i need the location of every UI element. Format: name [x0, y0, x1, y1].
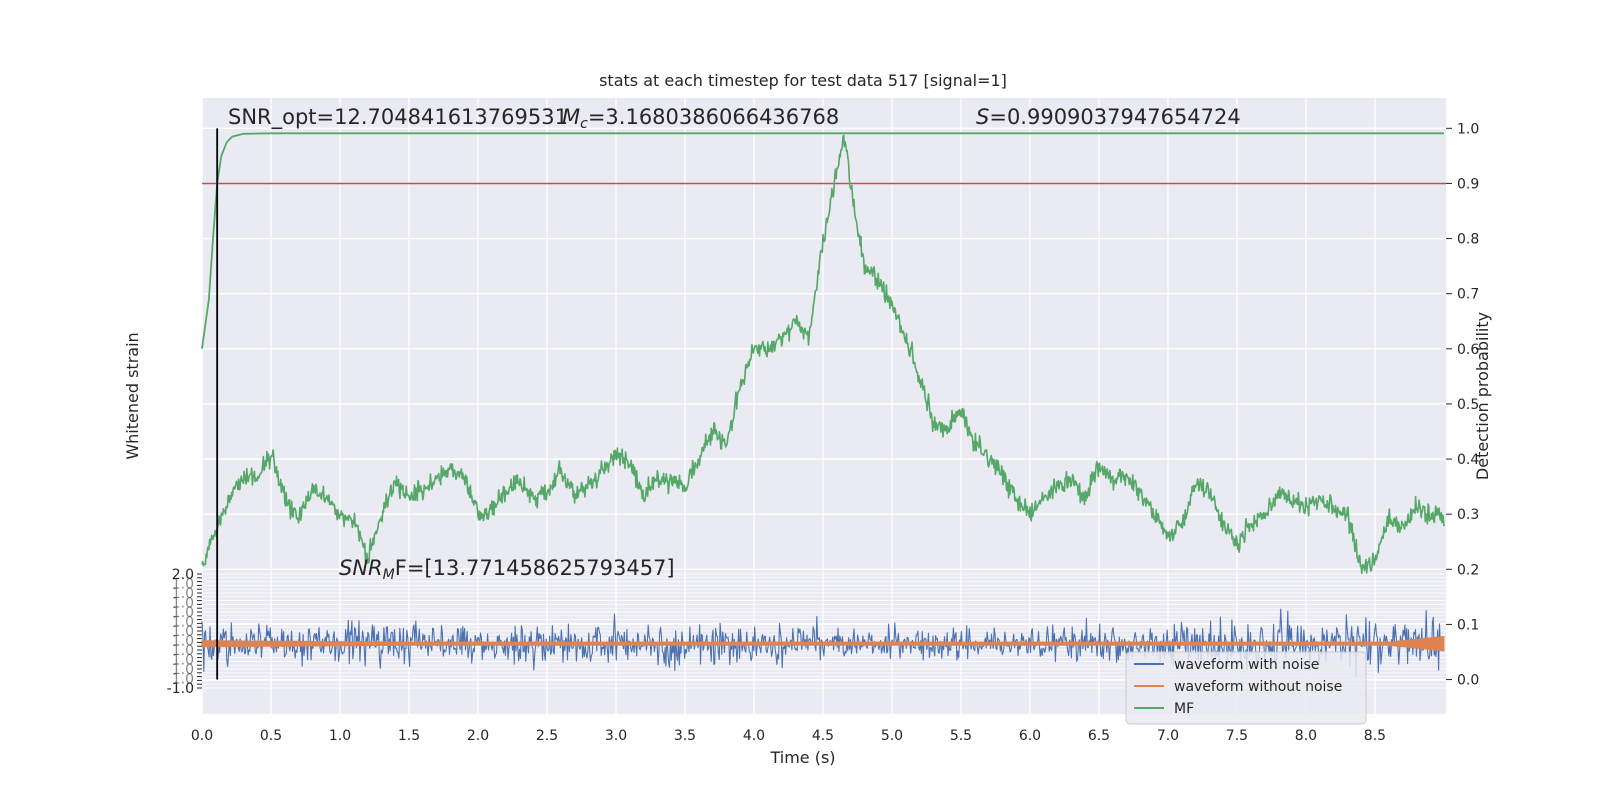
chart-title: stats at each timestep for test data 517… — [599, 71, 1007, 90]
legend-box — [1125, 651, 1367, 725]
x-tick-label: 1.5 — [398, 728, 420, 744]
y-left-tick-label-overlap: 1.0 — [172, 672, 194, 688]
y-left-tick-label: 2.0 — [172, 567, 194, 583]
x-tick-label: 2.5 — [536, 728, 558, 744]
snr-mf-annotation: SNRMF=[13.771458625793457] — [339, 556, 675, 583]
y-left-tick-label-overlap: 1.0 — [172, 577, 194, 593]
y-right-tick-label: 0.6 — [1457, 342, 1479, 358]
y-left-tick-label-overlap: 1.0 — [172, 643, 194, 659]
chirp-mass-symbol: M — [562, 105, 580, 129]
legend-label-waveform-without-noise: waveform without noise — [1174, 679, 1342, 695]
y-left-tick-label-overlap: 1.0 — [172, 624, 194, 640]
snr-mf-subscript: M — [383, 567, 395, 583]
x-tick-label: 5.0 — [881, 728, 903, 744]
x-tick-label: 7.5 — [1226, 728, 1248, 744]
y-right-tick-label: 0.9 — [1457, 176, 1479, 192]
y-right-tick-label: 0.0 — [1457, 673, 1479, 689]
x-tick-label: 5.5 — [950, 728, 972, 744]
y-axis-label-right: Detection probability — [1473, 312, 1492, 480]
chirp-mass-value: =3.1680386066436768 — [588, 105, 839, 129]
y-right-tick-label: 0.7 — [1457, 287, 1479, 303]
chirp-mass-subscript: c — [580, 116, 588, 132]
y-right-tick-label: 0.1 — [1457, 617, 1479, 633]
plot-background — [202, 98, 1446, 714]
x-tick-label: 7.0 — [1157, 728, 1179, 744]
snr-mf-symbol: SNR — [339, 556, 383, 580]
x-tick-label: 8.0 — [1295, 728, 1317, 744]
y-left-tick-label-overlap: 1.0 — [172, 653, 194, 669]
x-tick-label: 8.5 — [1364, 728, 1386, 744]
y-left-tick-label-overlap: 1.0 — [172, 596, 194, 612]
snr-opt-annotation: SNR_opt=12.704841613769531 — [228, 105, 568, 130]
plot-area — [202, 98, 1446, 714]
x-tick-label: 4.0 — [743, 728, 765, 744]
series-line-detection-trace — [201, 134, 1445, 575]
x-tick-label: 0.5 — [260, 728, 282, 744]
y-left-tick-label-overlap: 1.0 — [172, 605, 194, 621]
significance-value: =0.9909037947654724 — [989, 105, 1240, 129]
y-right-tick-label: 0.3 — [1457, 507, 1479, 523]
x-tick-label: 4.5 — [812, 728, 834, 744]
y-left-tick-label: -1.0 — [167, 681, 194, 697]
y-left-tick-label-overlap: 1.0 — [172, 586, 194, 602]
significance-annotation: S=0.9909037947654724 — [976, 105, 1241, 129]
strain-clean-line — [201, 635, 1445, 652]
y-right-tick-label: 1.0 — [1457, 121, 1479, 137]
chirp-mass-annotation: Mc=3.1680386066436768 — [562, 105, 839, 132]
strain-panel — [201, 608, 1445, 677]
axes: 0.0 0.5 1.0 1.5 2.0 2.5 3.0 3.5 4.0 4.5 5.0 5.5 6.0 6… — [167, 121, 1480, 744]
y-axis-label-left: Whitened strain — [123, 332, 142, 459]
x-tick-label: 3.5 — [674, 728, 696, 744]
x-tick-label: 1.0 — [329, 728, 351, 744]
y-right-tick-label: 0.8 — [1457, 232, 1479, 248]
legend-label-mf: MF — [1174, 701, 1194, 717]
y-right-tick-label: 0.2 — [1457, 562, 1479, 578]
x-axis-label: Time (s) — [769, 748, 835, 767]
y-right-tick-label: 0.4 — [1457, 452, 1479, 468]
y-right-tick-label: 0.5 — [1457, 397, 1479, 413]
significance-symbol: S — [976, 105, 989, 129]
x-tick-label: 6.0 — [1019, 728, 1041, 744]
x-tick-label: 0.0 — [191, 728, 213, 744]
grid — [201, 98, 1446, 714]
legend: waveform with noise waveform without noi… — [1125, 651, 1367, 725]
x-tick-label: 6.5 — [1088, 728, 1110, 744]
x-tick-label: 2.0 — [467, 728, 489, 744]
y-left-tick-label-overlap: 1.0 — [172, 634, 194, 650]
x-tick-label: 3.0 — [605, 728, 627, 744]
legend-label-waveform-with-noise: waveform with noise — [1174, 657, 1319, 673]
y-left-tick-label-overlap: 1.0 — [172, 615, 194, 631]
y-left-tick-label-overlap: 1.0 — [172, 662, 194, 678]
snr-mf-value: F=[13.771458625793457] — [395, 556, 675, 580]
series-layer — [201, 128, 1446, 680]
